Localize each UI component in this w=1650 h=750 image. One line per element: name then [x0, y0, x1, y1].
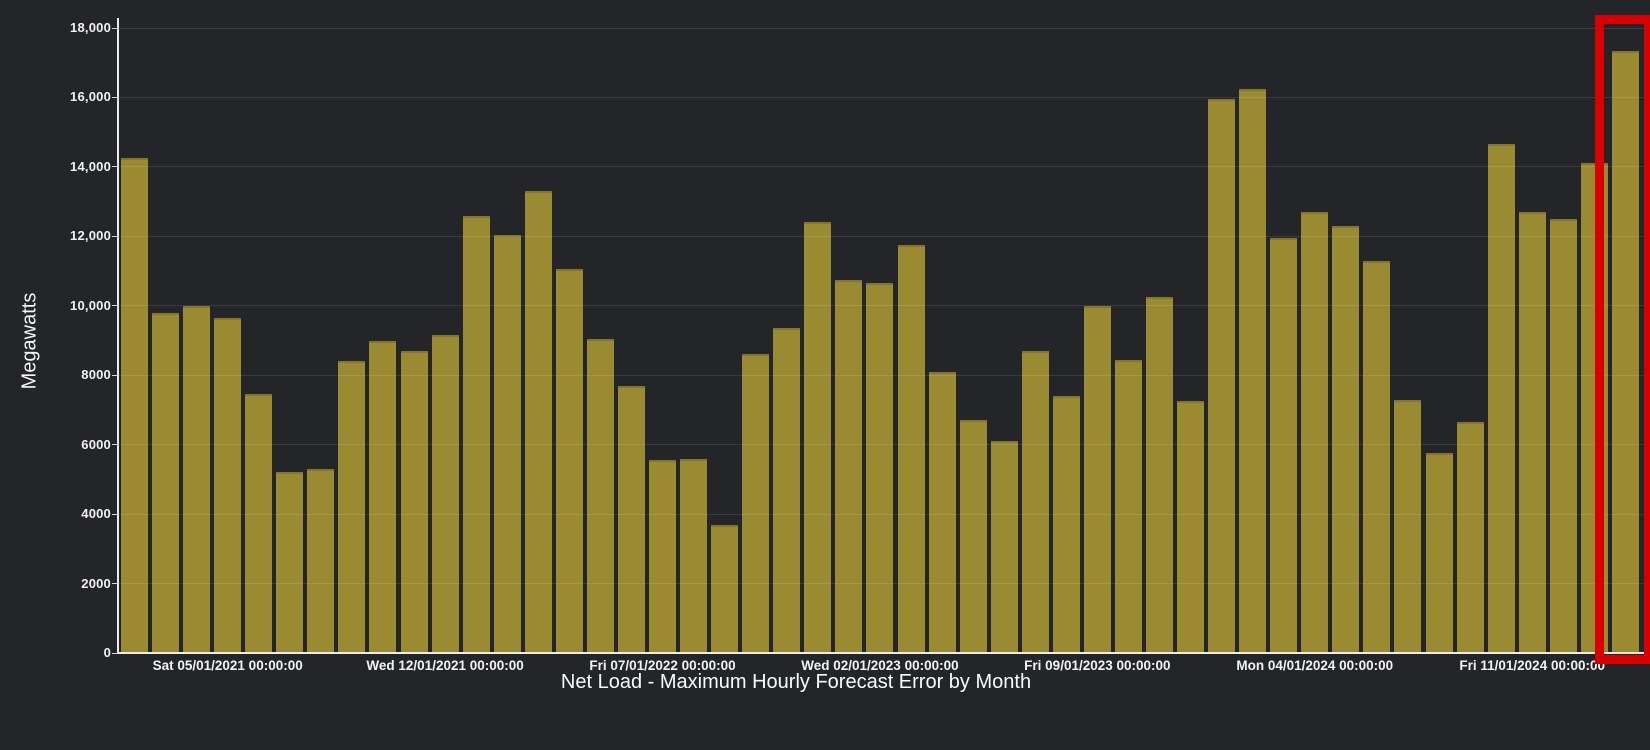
bar[interactable]: [1394, 399, 1422, 653]
y-axis-tick: [112, 305, 117, 307]
y-axis-line: [117, 18, 119, 654]
bar[interactable]: [990, 441, 1018, 653]
bar[interactable]: [711, 524, 739, 653]
bar[interactable]: [276, 472, 304, 653]
y-tick-label: 4000: [81, 506, 111, 522]
y-tick-label: 12,000: [70, 228, 111, 244]
y-axis-tick: [112, 583, 117, 585]
x-tick-label: Fri 11/01/2024 00:00:00: [1459, 658, 1605, 673]
bar[interactable]: [1487, 144, 1515, 653]
bar[interactable]: [742, 354, 770, 653]
y-tick-label: 10,000: [70, 297, 111, 313]
bar[interactable]: [462, 215, 490, 653]
bar[interactable]: [1145, 297, 1173, 653]
y-axis-tick: [112, 513, 117, 515]
y-tick-label: 2000: [81, 575, 111, 591]
bar[interactable]: [431, 335, 459, 653]
bar[interactable]: [680, 458, 708, 653]
bar[interactable]: [338, 361, 366, 653]
x-tick-label: Wed 02/01/2023 00:00:00: [801, 658, 959, 673]
bar[interactable]: [897, 245, 925, 653]
bar[interactable]: [835, 279, 863, 653]
x-tick-label: Mon 04/01/2024 00:00:00: [1236, 658, 1394, 673]
bar[interactable]: [1239, 88, 1267, 653]
bar[interactable]: [121, 158, 148, 653]
y-axis-tick: [112, 166, 117, 168]
y-tick-label: 6000: [81, 436, 111, 452]
bar[interactable]: [959, 420, 987, 653]
bar[interactable]: [649, 460, 677, 653]
bar[interactable]: [1332, 225, 1360, 653]
gridline: [118, 27, 1650, 29]
chart-title: Net Load - Maximum Hourly Forecast Error…: [560, 671, 1032, 693]
bar[interactable]: [1611, 50, 1639, 653]
gridline: [118, 235, 1650, 237]
bar[interactable]: [1518, 212, 1546, 653]
bar[interactable]: [307, 468, 335, 653]
bar[interactable]: [1208, 99, 1236, 653]
bar[interactable]: [1549, 218, 1577, 653]
bar[interactable]: [1177, 401, 1205, 653]
bar[interactable]: [214, 317, 242, 653]
bar[interactable]: [773, 328, 801, 653]
bar[interactable]: [1301, 212, 1329, 653]
y-axis-tick: [112, 444, 117, 446]
bar[interactable]: [183, 305, 211, 653]
y-tick-label: 8000: [81, 367, 111, 383]
bar[interactable]: [1363, 260, 1391, 653]
bar[interactable]: [1270, 238, 1298, 653]
gridline: [118, 96, 1650, 98]
bar[interactable]: [617, 385, 645, 653]
bar[interactable]: [524, 191, 552, 653]
bar[interactable]: [493, 234, 521, 653]
bar[interactable]: [1021, 350, 1049, 653]
bar[interactable]: [1083, 305, 1111, 653]
y-tick-label: 18,000: [70, 20, 111, 35]
y-tick-label: 14,000: [70, 158, 111, 174]
bar[interactable]: [1052, 396, 1080, 653]
bar[interactable]: [1425, 453, 1453, 653]
bar[interactable]: [1580, 163, 1608, 653]
x-tick-label: Fri 09/01/2023 00:00:00: [1024, 658, 1171, 673]
bar[interactable]: [866, 283, 894, 653]
y-tick-label: 0: [103, 645, 111, 660]
bar[interactable]: [1114, 359, 1142, 653]
bar[interactable]: [245, 394, 273, 653]
bar[interactable]: [928, 371, 956, 653]
x-tick-label: Fri 07/01/2022 00:00:00: [589, 658, 736, 673]
y-axis-tick: [112, 374, 117, 376]
x-axis-line: [117, 652, 1650, 654]
x-tick-label: Wed 12/01/2021 00:00:00: [366, 658, 524, 673]
y-axis-tick: [112, 652, 117, 654]
bar[interactable]: [1456, 422, 1484, 653]
bar[interactable]: [369, 340, 397, 653]
y-tick-label: 16,000: [70, 89, 111, 105]
x-tick-label: Sat 05/01/2021 00:00:00: [152, 658, 303, 673]
bar[interactable]: [804, 222, 832, 653]
bar[interactable]: [400, 350, 428, 653]
bar[interactable]: [586, 338, 614, 653]
y-axis-tick: [112, 27, 117, 29]
y-axis-tick: [112, 235, 117, 237]
y-axis-tick: [112, 96, 117, 98]
gridline: [118, 166, 1650, 168]
bar[interactable]: [555, 269, 583, 653]
bar[interactable]: [152, 312, 180, 653]
